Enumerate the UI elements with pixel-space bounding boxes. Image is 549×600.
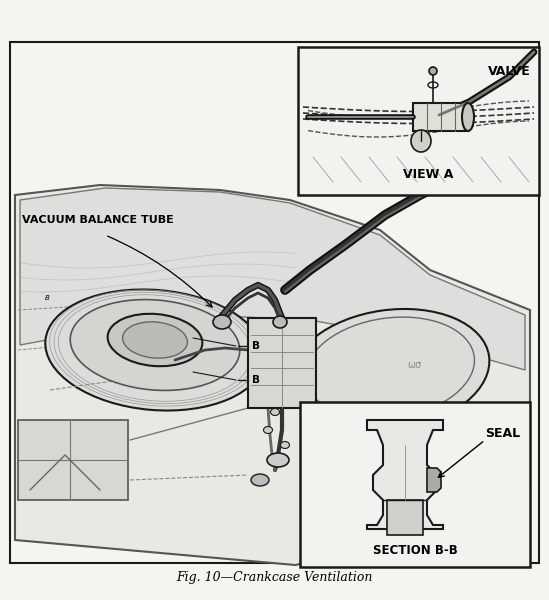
Bar: [298, 47, 539, 195]
Bar: [300, 402, 530, 567]
Text: B: B: [44, 295, 49, 301]
Ellipse shape: [273, 316, 287, 328]
Ellipse shape: [271, 409, 279, 415]
Polygon shape: [20, 188, 525, 370]
Ellipse shape: [251, 474, 269, 486]
Text: B: B: [252, 341, 260, 351]
Polygon shape: [413, 103, 468, 131]
Text: B: B: [252, 375, 260, 385]
Ellipse shape: [122, 322, 187, 358]
Bar: [10, 42, 539, 563]
Bar: [18, 420, 128, 500]
Ellipse shape: [264, 427, 272, 433]
Ellipse shape: [411, 130, 431, 152]
Bar: [248, 318, 316, 408]
Text: VIEW A: VIEW A: [403, 168, 453, 181]
Ellipse shape: [429, 67, 437, 75]
Polygon shape: [15, 185, 530, 565]
Polygon shape: [427, 468, 441, 492]
Text: ωσ: ωσ: [408, 360, 422, 370]
Text: SECTION B-B: SECTION B-B: [373, 544, 457, 557]
Polygon shape: [367, 420, 443, 529]
Text: VACUUM BALANCE TUBE: VACUUM BALANCE TUBE: [22, 215, 173, 225]
Ellipse shape: [46, 289, 265, 410]
Ellipse shape: [462, 103, 474, 131]
Ellipse shape: [267, 453, 289, 467]
Bar: [387, 500, 423, 535]
Ellipse shape: [281, 442, 289, 449]
Ellipse shape: [70, 299, 240, 391]
Text: VALVE: VALVE: [488, 65, 531, 78]
Ellipse shape: [290, 309, 489, 431]
Text: SEAL: SEAL: [485, 427, 520, 440]
Ellipse shape: [213, 315, 231, 329]
Text: Fig. 10—Crankcase Ventilation: Fig. 10—Crankcase Ventilation: [176, 571, 373, 584]
Ellipse shape: [108, 314, 203, 366]
